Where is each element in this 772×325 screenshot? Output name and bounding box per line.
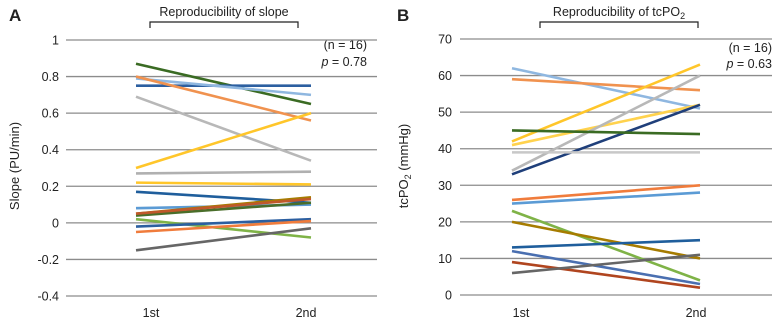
- panel-a-x-tick-label: 2nd: [296, 306, 317, 320]
- panel-b-series-line-3: [511, 63, 701, 143]
- panel-a-p-value: p = 0.78: [320, 55, 367, 69]
- panel-a-y-tick-label: -0.2: [37, 253, 59, 267]
- panel-a-series-line-16: [135, 217, 312, 228]
- panel-a-series-line-5: [135, 95, 312, 162]
- panel-b-series-line-16: [511, 253, 701, 275]
- panel-a-y-tick-label: 0.8: [42, 70, 59, 84]
- panel-a-y-tick-label: 0.4: [42, 143, 59, 157]
- panel-a-series-line-14: [135, 197, 312, 216]
- panel-a-y-tick-label: 1: [52, 34, 59, 48]
- plot-layer: 1 0.8 0.6 0.4 0.2 0 -0.2 -0.4 1st 2nd 70 60 50 40 30 20…: [37, 33, 772, 320]
- panel-a-series-line-3: [135, 77, 312, 97]
- panel-b-n-label: (n = 16): [729, 41, 772, 55]
- panel-letter-b: B: [397, 6, 409, 25]
- panel-b-series-line-11: [511, 209, 701, 282]
- panel-a-series-line-6: [135, 111, 312, 170]
- panel-a-series-line-7: [135, 170, 312, 175]
- panel-b-y-tick-label: 30: [438, 179, 452, 193]
- panel-b-series-line-4: [511, 103, 701, 147]
- panel-b-title: Reproducibility of tcPO2: [553, 5, 685, 21]
- panel-b-series-line-12: [511, 220, 701, 260]
- panel-b-series-line-14: [511, 249, 701, 286]
- panel-b-y-tick-label: 40: [438, 142, 452, 156]
- panel-b-series-line-10: [511, 191, 701, 205]
- panel-b-series-line-5: [511, 74, 701, 172]
- panel-b-y-tick-label: 0: [445, 289, 452, 303]
- panel-a-y-tick-label: 0.6: [42, 107, 59, 121]
- panel-b-y-tick-label: 20: [438, 215, 452, 229]
- panel-a-series-line-17: [135, 219, 312, 234]
- panel-a-title-bracket: [149, 21, 299, 28]
- panel-b-title-bracket: [539, 21, 699, 28]
- panel-b-y-axis-title: tcPO2 (mmHg): [396, 124, 413, 208]
- panel-b-series-line-7: [511, 129, 701, 136]
- panel-a-series-line-1: [135, 62, 312, 106]
- panel-a-series-line-18: [135, 227, 312, 252]
- panel-b-series-line-13: [511, 238, 701, 249]
- panel-a-series-line-13: [135, 201, 312, 217]
- panel-b-series-line-6: [511, 103, 701, 176]
- panel-b-series-line-1: [511, 66, 701, 110]
- panel-a-y-tick-label: 0.2: [42, 180, 59, 194]
- panel-letter-a: A: [9, 6, 21, 25]
- panel-a-y-axis-title: Slope (PU/min): [7, 122, 22, 210]
- panel-a-y-tick-label: 0: [52, 216, 59, 230]
- panel-b-y-tick-label: 60: [438, 69, 452, 83]
- panel-a-n-label: (n = 16): [324, 38, 367, 52]
- panel-b-x-tick-label: 1st: [513, 306, 530, 320]
- panel-a-series-line-8: [135, 181, 312, 186]
- panel-b-series-line-15: [511, 260, 701, 289]
- panel-b-series-line-2: [511, 77, 701, 92]
- panel-b-y-tick-label: 50: [438, 106, 452, 120]
- panel-a-series-line-15: [135, 217, 312, 239]
- panel-b-y-tick-label: 70: [438, 33, 452, 47]
- panel-a-y-tick-label: -0.4: [37, 290, 59, 304]
- panel-b-x-tick-label: 2nd: [686, 306, 707, 320]
- panel-b-p-value: p = 0.63: [725, 57, 772, 71]
- panel-a-series-line-4: [135, 75, 312, 122]
- panel-b-y-tick-label: 10: [438, 252, 452, 266]
- panel-b-series-line-9: [511, 183, 701, 202]
- panel-a-title: Reproducibility of slope: [159, 5, 288, 19]
- panel-a-x-tick-label: 1st: [143, 306, 160, 320]
